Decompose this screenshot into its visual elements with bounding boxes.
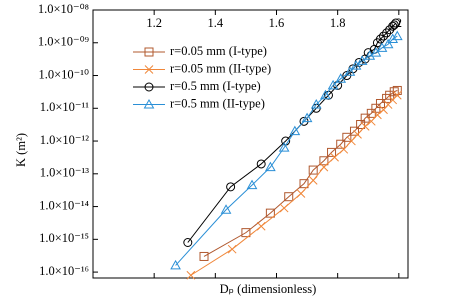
- marker: [392, 85, 402, 95]
- marker: [382, 28, 392, 38]
- marker: [392, 90, 402, 100]
- marker: [375, 34, 385, 44]
- marker: [265, 161, 276, 172]
- marker: [246, 179, 258, 190]
- marker: [319, 156, 329, 166]
- legend-label: r=0.05 mm (II-type): [170, 61, 271, 75]
- marker: [389, 20, 399, 30]
- x-tick-label: 1.4: [208, 16, 224, 30]
- marker: [382, 38, 394, 49]
- marker: [256, 159, 266, 169]
- x-tick-label: 2: [396, 16, 402, 30]
- y-tick-label: 1.0×10⁻¹⁵: [39, 231, 89, 245]
- marker: [144, 65, 154, 74]
- marker: [335, 73, 347, 83]
- marker: [360, 122, 370, 131]
- x-tick-label: 1.2: [146, 16, 162, 30]
- marker: [375, 98, 385, 108]
- series-line: [203, 89, 398, 257]
- marker: [256, 221, 266, 231]
- marker: [279, 203, 289, 213]
- marker: [296, 189, 306, 198]
- marker: [387, 33, 399, 44]
- x-tick-label: 1.8: [330, 16, 346, 30]
- marker: [391, 30, 403, 41]
- marker: [144, 82, 154, 92]
- y-tick-label: 1.0×10⁻¹⁴: [39, 198, 89, 212]
- marker: [391, 18, 401, 28]
- y-tick-label: 1.0×10⁻¹⁶: [39, 264, 89, 278]
- legend-label: r=0.5 mm (II-type): [170, 96, 265, 110]
- marker: [278, 142, 290, 152]
- y-tick-label: 1.0×10⁻¹²: [40, 133, 90, 147]
- marker: [227, 244, 237, 254]
- legend-label: r=0.05 mm (I-type): [170, 44, 267, 58]
- marker: [389, 87, 399, 97]
- marker: [330, 152, 339, 162]
- marker: [336, 139, 346, 149]
- marker: [241, 228, 251, 238]
- marker: [373, 110, 382, 120]
- marker: [360, 113, 370, 123]
- x-tick-label: 1.6: [269, 16, 285, 30]
- marker: [199, 251, 209, 261]
- marker: [310, 99, 322, 109]
- marker: [327, 79, 339, 90]
- marker: [308, 176, 318, 185]
- marker: [342, 132, 352, 142]
- y-tick-label: 1.0×10⁻¹⁰: [38, 67, 89, 81]
- marker: [319, 162, 329, 172]
- marker: [144, 47, 154, 57]
- marker: [327, 147, 337, 157]
- y-tick-label: 1.0×10⁻¹³: [40, 166, 90, 180]
- marker: [379, 31, 389, 41]
- marker: [350, 60, 362, 70]
- marker: [308, 165, 318, 175]
- marker: [284, 192, 294, 202]
- marker: [344, 66, 356, 76]
- marker: [220, 204, 232, 214]
- marker: [339, 144, 349, 154]
- marker: [356, 55, 368, 65]
- marker: [186, 270, 196, 280]
- marker: [143, 98, 155, 109]
- marker: [371, 103, 381, 113]
- marker: [320, 89, 331, 100]
- marker: [301, 112, 313, 123]
- legend-label: r=0.5 mm (I-type): [170, 79, 261, 93]
- y-tick-label: 1.0×10⁻⁰⁹: [38, 35, 89, 49]
- marker: [388, 21, 398, 31]
- marker: [299, 179, 309, 189]
- marker: [265, 208, 275, 218]
- x-axis-label: Dₚ (dimensionless): [220, 282, 317, 296]
- y-tick-label: 1.0×10⁻¹¹: [40, 100, 90, 114]
- marker: [356, 119, 366, 129]
- marker: [353, 130, 362, 139]
- marker: [349, 126, 359, 136]
- marker: [170, 259, 181, 270]
- y-axis-label: K (m²): [14, 133, 28, 167]
- marker: [370, 47, 382, 57]
- y-tick-label: 1.0×10⁻⁰⁸: [38, 2, 89, 16]
- marker: [289, 125, 301, 136]
- plot-frame: [92, 9, 409, 279]
- marker: [183, 238, 193, 248]
- marker: [226, 182, 236, 192]
